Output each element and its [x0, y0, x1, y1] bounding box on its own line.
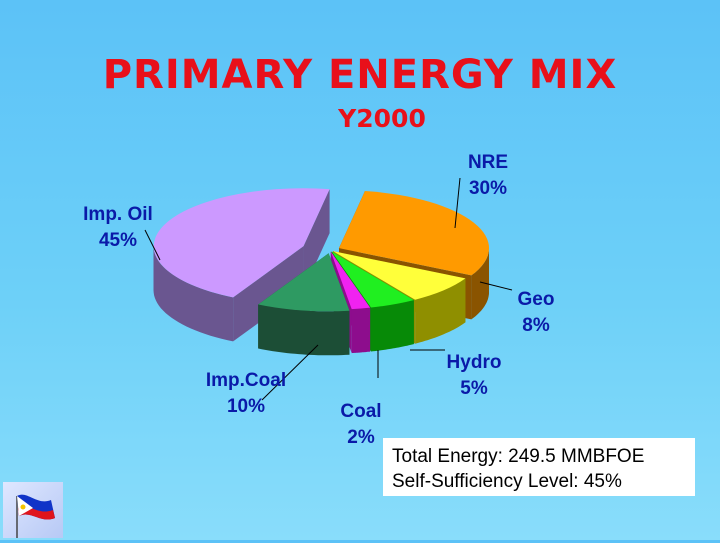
slice-label-value: 45%	[99, 230, 137, 251]
slice-label-value: 10%	[227, 396, 265, 417]
pie-slice-imp-oil	[153, 188, 330, 342]
slice-label-value: 30%	[469, 178, 507, 199]
slice-label-name: NRE	[468, 152, 508, 173]
info-box: Total Energy: 249.5 MMBFOE Self-Sufficie…	[383, 438, 695, 496]
philippine-flag-icon	[3, 482, 63, 538]
slice-label-name: Hydro	[447, 352, 502, 373]
leader-line	[479, 281, 513, 291]
slice-label-name: Geo	[518, 289, 555, 310]
slice-label-value: 2%	[347, 427, 375, 448]
slice-label-name: Imp.Coal	[206, 370, 286, 391]
leader-line	[261, 344, 319, 401]
slice-label-name: Coal	[340, 401, 381, 422]
slide-title: PRIMARY ENERGY MIX	[102, 52, 618, 98]
self-sufficiency-text: Self-Sufficiency Level: 45%	[392, 471, 622, 492]
slice-label-value: 8%	[522, 315, 550, 336]
slice-label-value: 5%	[460, 378, 488, 399]
leader-line	[144, 229, 161, 261]
pie-slice-imp-coal	[258, 253, 350, 356]
slide-subtitle: Y2000	[338, 104, 426, 133]
total-energy-text: Total Energy: 249.5 MMBFOE	[392, 446, 645, 467]
leader-line	[454, 177, 461, 229]
slice-label-name: Imp. Oil	[83, 204, 153, 225]
